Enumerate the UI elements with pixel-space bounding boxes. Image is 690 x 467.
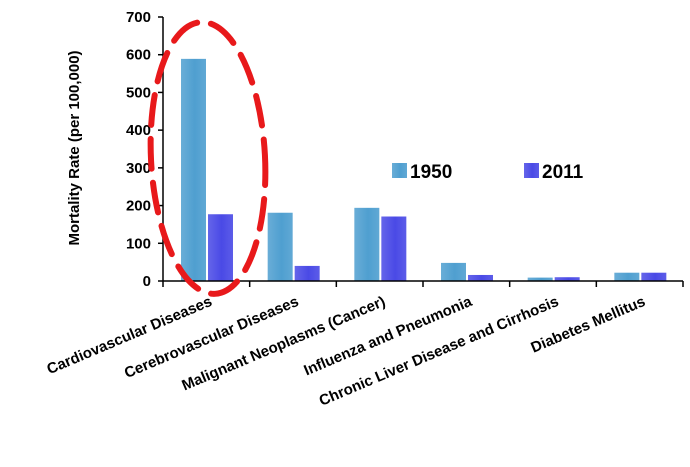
bar-1950-4 [527, 277, 553, 281]
legend-swatch-1950 [392, 163, 407, 178]
bar-1950-3 [441, 262, 466, 281]
bar-2011-2 [381, 216, 407, 281]
legend: 1950 2011 [392, 162, 584, 183]
bar-2011-5 [641, 272, 667, 281]
y-tick-label: 300 [126, 160, 151, 177]
bars [181, 58, 667, 282]
y-tick-label: 400 [126, 122, 151, 139]
y-tick-label: 700 [126, 9, 151, 26]
bar-1950-2 [354, 207, 380, 281]
bar-1950-1 [267, 212, 293, 281]
x-axis [162, 280, 684, 287]
bar-1950-0 [181, 58, 206, 282]
legend-label-2011: 2011 [542, 162, 584, 183]
y-tick-label: 0 [143, 273, 151, 290]
highlight-ellipse [147, 19, 269, 297]
bar-2011-1 [294, 265, 320, 281]
legend-swatch-2011 [524, 163, 539, 178]
bar-2011-4 [554, 277, 580, 281]
bar-2011-3 [468, 274, 493, 281]
bar-2011-0 [208, 214, 233, 281]
y-axis-label: Mortality Rate (per 100,000) [66, 50, 83, 245]
bar-1950-5 [614, 272, 640, 281]
annotation [147, 19, 269, 297]
y-tick-label: 600 [126, 47, 151, 64]
y-axis: 0 100 200 300 400 500 600 700 [126, 9, 164, 290]
y-tick-label: 200 [126, 198, 151, 215]
y-tick-label: 100 [126, 235, 151, 252]
legend-label-1950: 1950 [410, 162, 452, 183]
y-tick-label: 500 [126, 84, 151, 101]
